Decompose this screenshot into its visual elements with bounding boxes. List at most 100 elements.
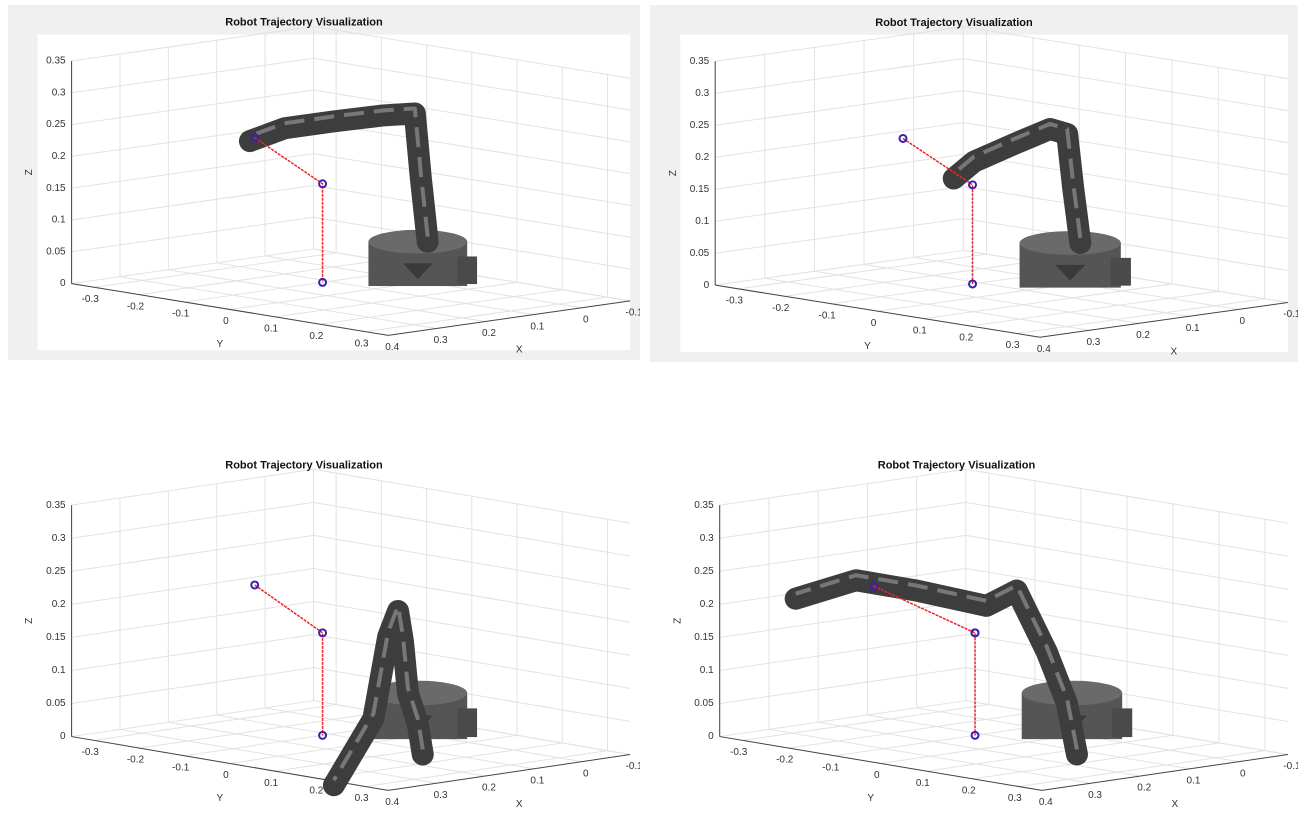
z-tick-label: 0.15	[46, 632, 66, 643]
x-tick-label: 0	[1240, 768, 1246, 779]
x-tick-label: 0.1	[530, 321, 544, 332]
x-tick-label: 0.2	[482, 783, 496, 794]
z-axis-label: Z	[24, 618, 35, 624]
z-tick-label: 0	[708, 731, 714, 742]
panel: -0.1 0 0.1 0.2 0.3 0.4 -0.3 -0.2 -0.1 0 0.1 0.2 0.3 0…	[655, 447, 1298, 816]
z-tick-label: 0.15	[690, 184, 710, 195]
y-tick-label: 0	[223, 316, 229, 327]
x-tick-label: 0.3	[434, 335, 448, 346]
z-tick-label: 0.25	[694, 566, 714, 577]
y-tick-label: 0.1	[913, 325, 927, 336]
y-tick-label: -0.1	[172, 762, 190, 773]
y-tick-label: -0.2	[772, 303, 790, 314]
y-tick-label: -0.1	[819, 310, 837, 321]
x-tick-label: 0.4	[1037, 344, 1051, 355]
y-tick-label: -0.3	[726, 296, 744, 307]
z-tick-label: 0	[60, 278, 66, 289]
z-axis-label: Z	[668, 170, 679, 176]
chart-title: Robot Trajectory Visualization	[225, 459, 383, 471]
y-tick-label: 0.3	[355, 793, 369, 804]
y-tick-label: -0.1	[822, 762, 840, 773]
z-tick-label: 0.15	[694, 632, 714, 643]
z-axis-label: Z	[24, 169, 35, 175]
z-tick-label: 0.3	[52, 87, 66, 98]
z-tick-label: 0.1	[52, 215, 66, 226]
y-tick-label: 0.1	[916, 778, 930, 789]
z-tick-label: 0.25	[690, 120, 710, 131]
y-tick-label: 0	[874, 770, 880, 781]
z-axis-label: Z	[672, 618, 683, 624]
z-tick-label: 0.25	[46, 119, 66, 130]
y-tick-label: -0.3	[82, 747, 100, 758]
y-tick-label: 0.2	[309, 331, 323, 342]
x-tick-label: -0.1	[1283, 309, 1298, 320]
y-tick-label: 0	[223, 770, 229, 781]
z-tick-label: 0.2	[52, 599, 66, 610]
x-tick-label: 0.2	[1136, 330, 1150, 341]
z-tick-label: 0.35	[690, 56, 710, 67]
y-tick-label: 0.1	[264, 778, 278, 789]
chart-title: Robot Trajectory Visualization	[225, 17, 383, 29]
z-tick-label: 0.05	[694, 698, 714, 709]
x-tick-label: 0.2	[482, 328, 496, 339]
x-tick-label: 0.1	[530, 775, 544, 786]
x-tick-label: -0.1	[1283, 761, 1298, 772]
robot-base-side	[457, 256, 477, 284]
x-tick-label: 0.4	[385, 342, 399, 353]
z-tick-label: 0	[60, 731, 66, 742]
chart-title: Robot Trajectory Visualization	[878, 459, 1036, 471]
y-axis-label: Y	[217, 339, 224, 350]
z-tick-label: 0.1	[700, 665, 714, 676]
x-tick-label: 0.1	[1186, 323, 1200, 334]
z-tick-label: 0.3	[695, 88, 709, 99]
x-tick-label: 0.4	[385, 797, 399, 808]
x-tick-label: 0.2	[1137, 783, 1151, 794]
z-tick-label: 0.35	[46, 56, 66, 67]
y-tick-label: -0.1	[172, 309, 190, 320]
z-tick-label: 0.1	[52, 665, 66, 676]
x-tick-label: 0.3	[434, 790, 448, 801]
x-axis-label: X	[516, 345, 523, 356]
z-tick-label: 0	[704, 280, 710, 291]
x-tick-label: -0.1	[626, 761, 640, 772]
z-tick-label: 0.05	[46, 246, 66, 257]
y-tick-label: 0.3	[355, 338, 369, 349]
y-tick-label: 0.3	[1006, 340, 1020, 351]
z-tick-label: 0.3	[700, 533, 714, 544]
panel: -0.1 0 0.1 0.2 0.3 0.4 -0.3 -0.2 -0.1 0 0.1 0.2 0.3 0…	[8, 5, 640, 360]
z-tick-label: 0.35	[694, 500, 714, 511]
y-axis-label: Y	[217, 793, 224, 804]
y-tick-label: -0.3	[82, 294, 100, 305]
z-tick-label: 0.1	[695, 216, 709, 227]
x-tick-label: -0.1	[626, 307, 640, 318]
chart-title: Robot Trajectory Visualization	[875, 17, 1033, 29]
y-tick-label: 0	[871, 318, 877, 329]
z-tick-label: 0.2	[52, 151, 66, 162]
y-tick-label: -0.2	[127, 755, 145, 766]
y-tick-label: -0.2	[127, 301, 145, 312]
z-tick-label: 0.15	[46, 183, 66, 194]
x-tick-label: 0.3	[1086, 337, 1100, 348]
x-axis-label: X	[1172, 799, 1179, 810]
z-tick-label: 0.25	[46, 566, 66, 577]
y-axis-label: Y	[864, 341, 871, 352]
y-tick-label: -0.2	[776, 755, 794, 766]
robot-base-side	[457, 708, 477, 737]
z-tick-label: 0.2	[700, 599, 714, 610]
y-axis-label: Y	[867, 793, 874, 804]
z-tick-label: 0.3	[52, 533, 66, 544]
x-axis-label: X	[516, 799, 523, 810]
x-tick-label: 0.1	[1187, 775, 1201, 786]
x-tick-label: 0	[583, 768, 589, 779]
y-tick-label: 0.3	[1008, 793, 1022, 804]
x-axis-label: X	[1171, 346, 1178, 357]
robot-base-side	[1112, 708, 1132, 737]
z-tick-label: 0.05	[690, 248, 710, 259]
y-tick-label: 0.2	[962, 785, 976, 796]
panel: -0.100.10.20.30.4-0.3-0.2-0.100.10.20.30…	[650, 5, 1298, 362]
x-tick-label: 0	[1239, 316, 1245, 327]
panel: -0.1 0 0.1 0.2 0.3 0.4 -0.3 -0.2 -0.1 0 0.1 0.2 0.3 0…	[8, 447, 640, 816]
z-tick-label: 0.05	[46, 698, 66, 709]
y-tick-label: -0.3	[730, 747, 748, 758]
x-tick-label: 0.4	[1039, 797, 1053, 808]
